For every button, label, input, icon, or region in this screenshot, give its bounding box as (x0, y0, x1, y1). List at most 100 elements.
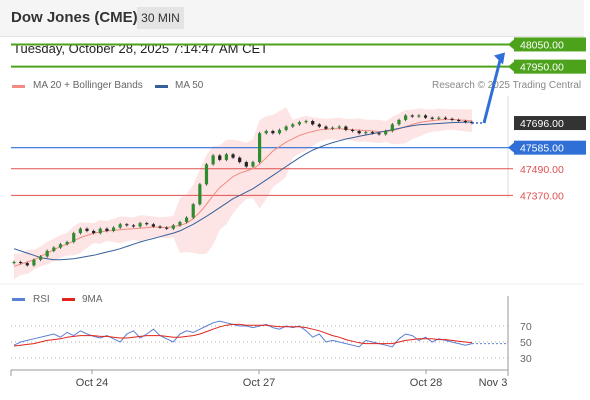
candle-body (184, 217, 189, 223)
rsi-tick-label: 30 (520, 353, 532, 365)
candle-body (198, 184, 202, 205)
candle-body (291, 124, 295, 127)
candle (364, 130, 368, 135)
forecast-arrow-head (494, 52, 505, 65)
candle-body (165, 227, 169, 229)
candle (218, 154, 222, 162)
timeframe-badge[interactable]: 30 MIN (137, 7, 184, 29)
level-label-0: 48050.00 (520, 39, 564, 51)
candle (151, 222, 155, 228)
instrument-title: Dow Jones (CME) (11, 9, 138, 26)
candle-body (191, 204, 195, 218)
candle (344, 125, 348, 132)
level-label-bg-3 (514, 140, 586, 155)
candle-body (423, 115, 428, 118)
candle (350, 128, 355, 133)
ma20-line (13, 119, 473, 267)
candle-body (271, 131, 275, 134)
candle (370, 130, 375, 135)
candle-body (145, 223, 149, 225)
legend-swatch-ma20 (12, 85, 25, 88)
candle-body (171, 225, 175, 229)
candle (58, 242, 63, 249)
candle-body (211, 155, 215, 165)
candle-body (58, 244, 63, 248)
candle (377, 131, 381, 136)
candle-body (410, 115, 414, 117)
level-label-pointer-3 (508, 142, 514, 153)
candle-body (78, 228, 82, 234)
candle-body (277, 129, 282, 134)
candle (390, 123, 394, 133)
candle (171, 224, 175, 231)
candle (297, 120, 302, 126)
candle-body (344, 126, 348, 130)
candle (457, 118, 461, 123)
candle-body (138, 223, 142, 227)
candle (443, 116, 448, 121)
candle (257, 131, 262, 164)
candle-body (311, 121, 315, 125)
rsi-ma-legend-label: 9MA (82, 294, 103, 305)
rsi-ma-line (13, 323, 473, 347)
candle-body (25, 263, 29, 266)
level-label-bg-2 (514, 116, 586, 131)
level-label-pointer-1 (508, 61, 514, 72)
candle (45, 249, 49, 258)
candle (118, 222, 122, 229)
rsi-legend-label: RSI (33, 294, 50, 305)
candle-body (417, 115, 421, 117)
candle-body (125, 224, 129, 226)
candle (78, 227, 82, 235)
candle (19, 260, 23, 265)
candle-body (397, 119, 401, 125)
candle-body (158, 226, 162, 228)
candle (98, 227, 102, 235)
candle (417, 114, 421, 118)
rsi-legend-swatch (12, 298, 25, 301)
candle (52, 246, 56, 253)
candle (357, 129, 361, 135)
candle (204, 162, 209, 186)
candle (12, 260, 16, 265)
candle (138, 221, 142, 228)
level-label-4: 47490.00 (520, 164, 564, 176)
candle (238, 156, 242, 164)
candle (450, 117, 454, 122)
candle-body (111, 227, 116, 231)
candle-body (304, 121, 308, 123)
level-label-2: 47696.00 (520, 118, 564, 130)
rsi-tick-label: 50 (520, 337, 532, 349)
candle-body (437, 117, 441, 119)
candle (324, 125, 328, 131)
candle (291, 123, 295, 128)
candle-body (404, 115, 408, 120)
chart-header: Dow Jones (CME) 30 MIN (0, 0, 584, 37)
candle (244, 160, 248, 168)
candle-body (264, 131, 268, 134)
candle (423, 114, 428, 120)
candle (145, 221, 149, 226)
candle-body (443, 117, 448, 119)
rsi-tick-label: 70 (520, 321, 532, 333)
candle (224, 152, 229, 162)
candle-body (450, 118, 454, 120)
candle-body (370, 132, 375, 134)
candle-body (457, 119, 461, 122)
candle-body (357, 131, 361, 134)
candle (251, 160, 255, 168)
candle (311, 119, 315, 126)
candle-body (118, 224, 122, 228)
candle (131, 224, 136, 228)
level-label-bg-0 (514, 37, 586, 52)
candle-body (297, 122, 302, 125)
candle-body (38, 256, 43, 260)
candle-body (224, 154, 229, 160)
candle (165, 226, 169, 231)
candle (111, 226, 116, 233)
candle-body (364, 132, 368, 134)
candle-body (151, 224, 155, 227)
candle-body (430, 117, 434, 119)
candle (191, 202, 195, 219)
